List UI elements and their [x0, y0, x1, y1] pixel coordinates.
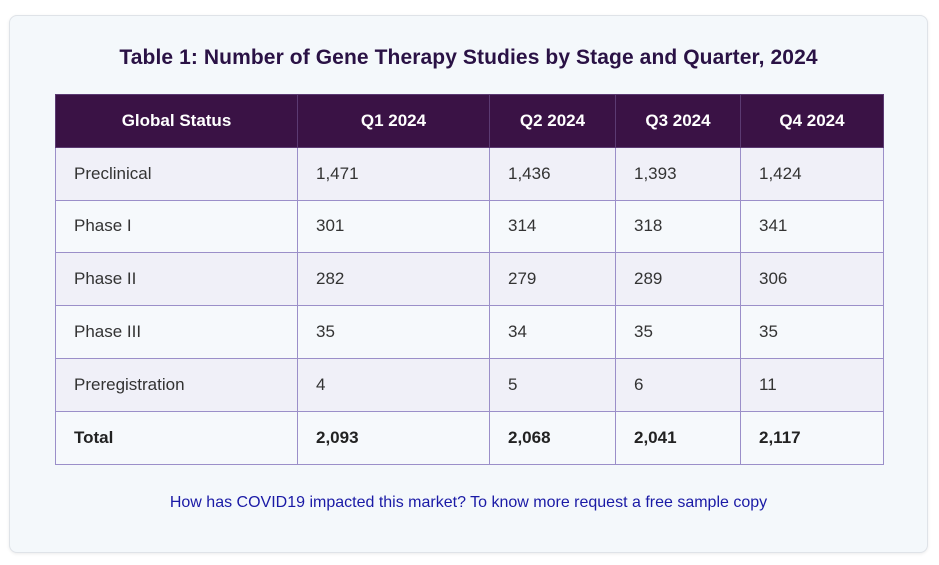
- table-cell: 35: [297, 305, 490, 359]
- table-title: Table 1: Number of Gene Therapy Studies …: [119, 46, 818, 69]
- table-row: Preregistration 4 5 6 11: [55, 357, 884, 412]
- table-row: Phase II 282 279 289 306: [55, 252, 884, 307]
- table-cell: 2,041: [615, 410, 741, 465]
- sample-copy-link[interactable]: How has COVID19 impacted this market? To…: [169, 494, 768, 511]
- table-cell: 1,424: [740, 146, 884, 201]
- table-cell: 2,093: [297, 410, 490, 465]
- table-card: Table 1: Number of Gene Therapy Studies …: [9, 15, 928, 553]
- row-label: Phase II: [55, 252, 298, 307]
- table-header-row: Global Status Q1 2024 Q2 2024 Q3 2024 Q4…: [55, 94, 884, 148]
- table-cell: 11: [740, 357, 884, 412]
- table-cell: 341: [740, 199, 884, 254]
- table-cell: 35: [740, 305, 884, 359]
- table-row: Phase I 301 314 318 341: [55, 199, 884, 254]
- column-header-q1-2024: Q1 2024: [297, 94, 490, 148]
- column-header-q3-2024: Q3 2024: [615, 94, 741, 148]
- table-cell: 2,117: [740, 410, 884, 465]
- column-header-q2-2024: Q2 2024: [489, 94, 616, 148]
- row-label: Total: [55, 410, 298, 465]
- table-cell: 1,393: [615, 146, 741, 201]
- row-label: Phase III: [55, 305, 298, 359]
- table-cell: 5: [489, 357, 616, 412]
- row-label: Phase I: [55, 199, 298, 254]
- table-cell: 289: [615, 252, 741, 307]
- table-cell: 301: [297, 199, 490, 254]
- table-cell: 34: [489, 305, 616, 359]
- table-cell: 6: [615, 357, 741, 412]
- table-cell: 279: [489, 252, 616, 307]
- column-header-q4-2024: Q4 2024: [740, 94, 884, 148]
- table-cell: 1,471: [297, 146, 490, 201]
- table-total-row: Total 2,093 2,068 2,041 2,117: [55, 410, 884, 465]
- table-row: Preclinical 1,471 1,436 1,393 1,424: [55, 146, 884, 201]
- table-cell: 282: [297, 252, 490, 307]
- table-cell: 35: [615, 305, 741, 359]
- table-cell: 2,068: [489, 410, 616, 465]
- gene-therapy-table: Global Status Q1 2024 Q2 2024 Q3 2024 Q4…: [55, 94, 884, 465]
- table-cell: 1,436: [489, 146, 616, 201]
- table-cell: 306: [740, 252, 884, 307]
- table-cell: 314: [489, 199, 616, 254]
- table-cell: 4: [297, 357, 490, 412]
- row-label: Preclinical: [55, 146, 298, 201]
- table-row: Phase III 35 34 35 35: [55, 305, 884, 359]
- row-label: Preregistration: [55, 357, 298, 412]
- table-cell: 318: [615, 199, 741, 254]
- column-header-global-status: Global Status: [55, 94, 298, 148]
